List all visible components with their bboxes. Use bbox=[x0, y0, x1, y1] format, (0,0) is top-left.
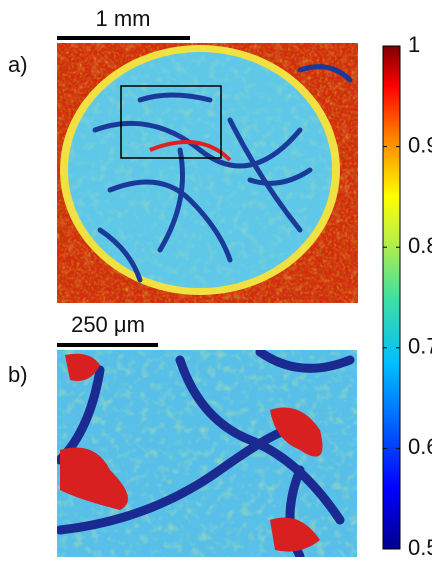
colorbar-tick-label: 0.9 bbox=[408, 132, 432, 157]
colorbar-tick-label: 0.6 bbox=[408, 434, 432, 459]
panel-label: a) bbox=[8, 52, 28, 77]
colorbar-tick-label: 0.5 bbox=[408, 535, 432, 560]
panel-b-image bbox=[57, 350, 357, 557]
panel-a-image bbox=[57, 43, 358, 303]
scale-bar-label: 1 mm bbox=[96, 6, 151, 31]
colorbar-tick-label: 0.8 bbox=[408, 233, 432, 258]
colorbar-ticks: 0.5 0.6 0.7 0.8 0.9 1 bbox=[383, 32, 432, 560]
colorbar-tick-label: 1 bbox=[408, 32, 420, 57]
colorbar bbox=[382, 45, 401, 550]
scale-bar-label: 250 μm bbox=[71, 312, 145, 337]
colorbar-tick-label: 0.7 bbox=[408, 334, 432, 359]
panel-label: b) bbox=[8, 362, 28, 387]
